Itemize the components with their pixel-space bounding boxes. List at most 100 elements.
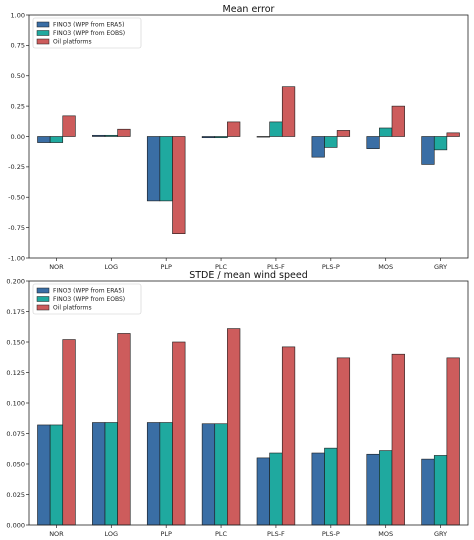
bar-eobs-log: [104, 134, 118, 137]
bar-era5-log: [92, 134, 106, 137]
legend-swatch-oil: [36, 304, 50, 311]
legend-swatch-era5: [36, 287, 50, 294]
bar-oil-log: [117, 333, 131, 526]
legend-label: Oil platforms: [53, 305, 92, 312]
bar-oil-nor: [62, 339, 76, 526]
bar-eobs-gry: [433, 136, 448, 151]
x-tick-label: PLS-F: [267, 530, 285, 538]
y-tick-label: 0.25: [11, 102, 25, 110]
bar-oil-gry: [446, 132, 460, 137]
bar-era5-plp: [146, 136, 161, 202]
legend-label: FINO3 (WPP from ERA5): [53, 22, 124, 29]
bar-eobs-mos: [379, 127, 393, 137]
y-tick-label: 0.025: [6, 491, 25, 499]
y-tick-label: 0.50: [11, 72, 25, 80]
chart-title: STDE / mean wind speed: [189, 270, 308, 281]
y-tick-label: 0.00: [11, 133, 25, 141]
bar-era5-pls-f: [256, 457, 270, 526]
y-tick-label: -1.00: [8, 254, 25, 262]
x-tick-label: NOR: [49, 263, 64, 271]
bar-oil-mos: [391, 353, 405, 526]
bar-eobs-gry: [433, 455, 448, 526]
legend-box: [32, 283, 142, 315]
bar-era5-mos: [366, 136, 380, 149]
bar-oil-gry: [446, 357, 460, 526]
bar-era5-log: [92, 422, 106, 526]
bar-oil-pls-p: [336, 130, 351, 137]
x-tick-label: PLC: [215, 530, 228, 538]
y-tick-label: 0.175: [6, 308, 25, 316]
x-tick-label: PLS-P: [322, 263, 340, 271]
bar-era5-plc: [201, 136, 216, 139]
y-tick-label: 0.125: [6, 369, 25, 377]
bar-eobs-pls-p: [324, 136, 338, 148]
x-tick-label: LOG: [105, 263, 119, 271]
x-tick-label: GRY: [434, 263, 447, 271]
chart-title: Mean error: [223, 4, 275, 15]
x-tick-label: PLC: [215, 263, 228, 271]
legend-label: FINO3 (WPP from EOBS): [53, 296, 125, 303]
bar-oil-pls-f: [281, 346, 296, 526]
bar-oil-log: [117, 128, 131, 137]
bar-eobs-log: [104, 422, 118, 526]
x-tick-label: LOG: [105, 530, 119, 538]
bar-era5-pls-f: [256, 136, 270, 138]
y-tick-label: -0.50: [8, 194, 25, 202]
chart-panel-1: Mean error -1.00 -0.75 -0.50 -0.25 0.00 0.25 0.…: [8, 4, 469, 271]
bar-oil-pls-p: [336, 357, 351, 526]
plot-frame: [28, 280, 469, 526]
y-tick-label: 0.150: [6, 338, 25, 346]
y-tick-label: 1.00: [11, 11, 25, 19]
bar-era5-plc: [201, 423, 216, 526]
legend-swatch-oil: [36, 38, 50, 45]
legend-label: FINO3 (WPP from ERA5): [53, 288, 124, 295]
bar-era5-plp: [146, 422, 161, 526]
x-tick-label: PLP: [160, 530, 172, 538]
bar-eobs-plc: [214, 423, 228, 526]
y-tick-label: 0.000: [6, 521, 25, 529]
bar-eobs-nor: [49, 424, 64, 526]
y-tick-label: 0.100: [6, 399, 25, 407]
bar-eobs-pls-p: [324, 447, 338, 526]
x-tick-label: NOR: [49, 530, 64, 538]
bar-eobs-pls-f: [269, 121, 283, 137]
legend: FINO3 (WPP from ERA5)FINO3 (WPP from EOB…: [32, 283, 142, 315]
bar-oil-nor: [62, 115, 76, 137]
bar-eobs-plc: [214, 136, 228, 139]
bar-oil-pls-f: [281, 86, 296, 137]
bar-era5-nor: [37, 424, 51, 526]
bar-eobs-mos: [379, 450, 393, 526]
bar-oil-plc: [227, 121, 241, 137]
bar-oil-mos: [391, 105, 405, 137]
legend-swatch-eobs: [36, 30, 50, 36]
legend-label: FINO3 (WPP from EOBS): [53, 30, 125, 37]
legend-box: [32, 17, 142, 49]
legend-swatch-era5: [36, 21, 50, 28]
y-tick-label: 0.050: [6, 460, 25, 468]
bar-oil-plc: [227, 328, 241, 526]
bar-era5-gry: [421, 136, 435, 165]
x-tick-label: PLP: [160, 263, 172, 271]
bar-oil-plp: [172, 136, 186, 234]
y-tick-label: 0.75: [11, 42, 25, 50]
plot-frame: [28, 14, 469, 259]
bar-era5-mos: [366, 453, 380, 526]
legend-label: Oil platforms: [53, 39, 92, 46]
bar-oil-plp: [172, 341, 186, 526]
x-tick-label: PLS-F: [267, 263, 285, 271]
bar-era5-gry: [421, 458, 435, 526]
bar-eobs-plp: [159, 422, 173, 526]
y-tick-label: 0.200: [6, 277, 25, 285]
bar-era5-nor: [37, 136, 51, 143]
bar-era5-pls-p: [311, 136, 325, 158]
y-tick-label: -0.75: [8, 224, 25, 232]
y-tick-label: -0.25: [8, 163, 25, 171]
x-tick-label: PLS-P: [322, 530, 340, 538]
legend: FINO3 (WPP from ERA5)FINO3 (WPP from EOB…: [32, 17, 142, 49]
x-tick-label: MOS: [378, 263, 393, 271]
y-tick-label: 0.075: [6, 430, 25, 438]
x-tick-label: GRY: [434, 530, 447, 538]
bar-eobs-plp: [159, 136, 173, 202]
legend-swatch-eobs: [36, 296, 50, 302]
